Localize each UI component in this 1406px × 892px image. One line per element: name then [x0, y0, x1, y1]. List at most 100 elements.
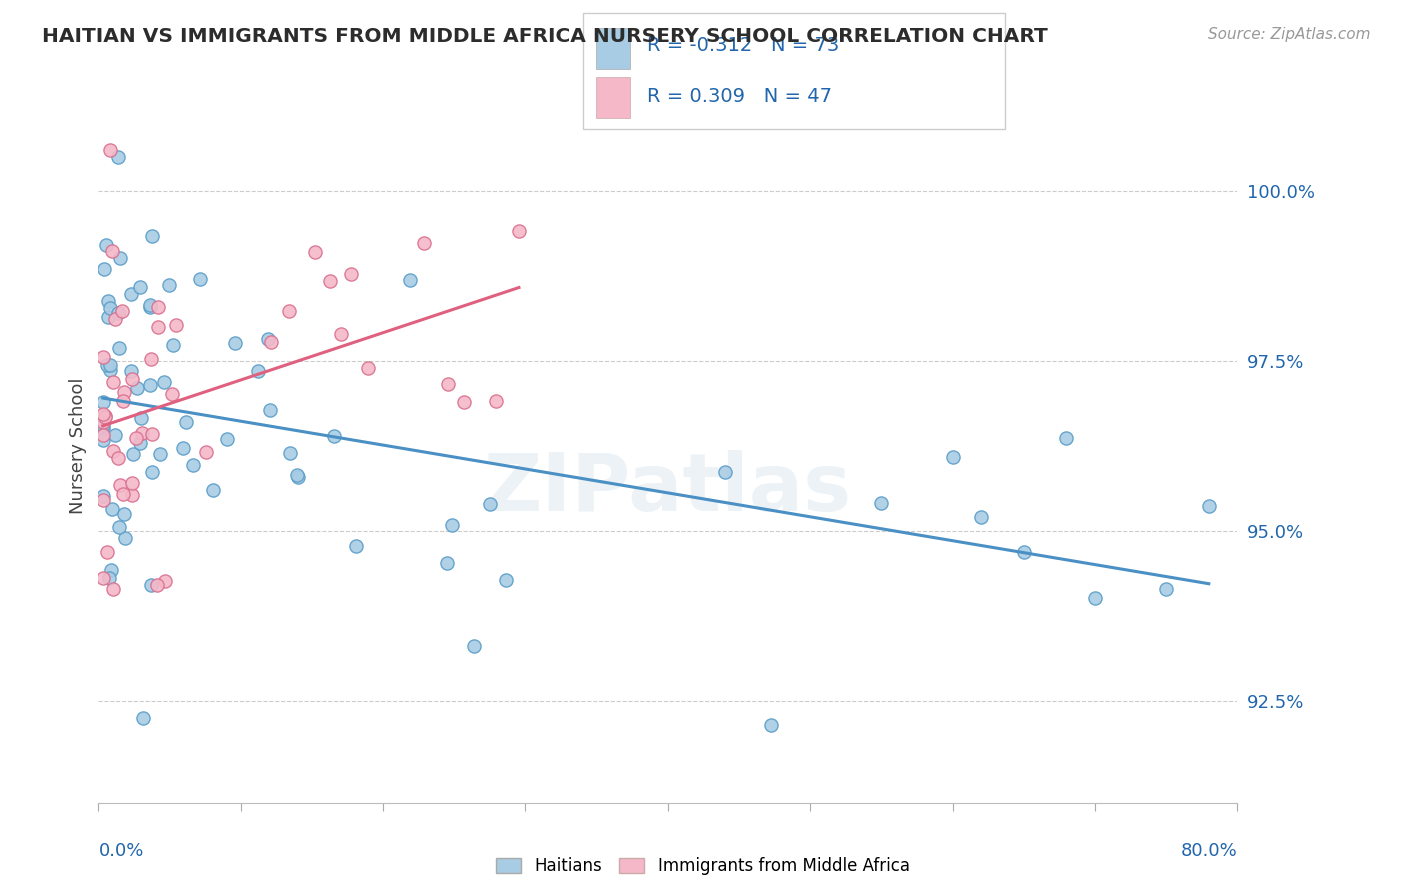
Point: [91, 428, 114, 442]
Point: [1056, 431, 1078, 445]
Point: [98, 572, 121, 586]
Point: [98, 143, 121, 157]
Point: [101, 582, 124, 597]
Text: HAITIAN VS IMMIGRANTS FROM MIDDLE AFRICA NURSERY SCHOOL CORRELATION CHART: HAITIAN VS IMMIGRANTS FROM MIDDLE AFRICA…: [42, 27, 1047, 45]
Point: [714, 465, 737, 479]
Text: R = 0.309   N = 47: R = 0.309 N = 47: [647, 87, 832, 106]
Point: [153, 574, 176, 589]
Text: Source: ZipAtlas.com: Source: ZipAtlas.com: [1208, 27, 1371, 42]
Point: [942, 450, 965, 465]
Point: [129, 410, 152, 425]
Point: [141, 229, 163, 244]
Point: [277, 304, 299, 318]
Point: [114, 531, 136, 545]
Point: [146, 578, 169, 592]
Point: [139, 378, 162, 392]
Y-axis label: Nursery School: Nursery School: [69, 377, 87, 515]
Point: [122, 447, 145, 461]
Point: [94, 409, 117, 424]
Point: [141, 426, 163, 441]
Point: [174, 415, 197, 429]
Point: [121, 488, 143, 502]
Point: [224, 335, 246, 350]
Point: [93, 262, 115, 277]
Point: [259, 402, 281, 417]
Text: R = -0.312   N = 73: R = -0.312 N = 73: [647, 37, 839, 55]
Point: [162, 338, 184, 352]
Point: [101, 502, 124, 516]
Point: [761, 717, 783, 731]
Point: [91, 489, 114, 503]
Point: [91, 492, 114, 507]
Point: [323, 429, 346, 443]
Point: [103, 443, 125, 458]
Point: [108, 251, 131, 265]
Point: [146, 301, 169, 315]
Point: [103, 376, 125, 390]
Point: [120, 287, 142, 301]
Legend: Haitians, Immigrants from Middle Africa: Haitians, Immigrants from Middle Africa: [488, 849, 918, 884]
Point: [108, 341, 131, 355]
Point: [1012, 545, 1035, 559]
Point: [108, 519, 131, 533]
Point: [98, 363, 121, 377]
FancyBboxPatch shape: [596, 29, 630, 69]
Point: [970, 510, 993, 524]
Point: [304, 244, 326, 259]
Point: [188, 272, 211, 286]
Point: [356, 360, 378, 375]
Point: [453, 395, 475, 409]
Point: [398, 273, 420, 287]
Point: [260, 335, 283, 350]
Point: [141, 465, 163, 479]
Point: [330, 326, 353, 341]
Point: [98, 301, 121, 315]
Point: [120, 364, 142, 378]
Point: [201, 483, 224, 498]
Point: [91, 394, 114, 409]
Point: [107, 451, 129, 466]
Point: [194, 445, 217, 459]
Point: [125, 431, 148, 445]
Point: [94, 237, 117, 252]
Point: [91, 421, 114, 435]
Point: [91, 407, 114, 421]
Point: [91, 571, 114, 585]
Point: [463, 639, 485, 653]
Point: [96, 545, 118, 559]
Point: [94, 409, 117, 424]
Point: [97, 293, 120, 308]
FancyBboxPatch shape: [583, 13, 1005, 129]
Point: [100, 563, 122, 577]
Point: [139, 300, 162, 314]
Point: [112, 487, 135, 501]
Point: [148, 319, 170, 334]
Point: [121, 476, 143, 491]
Point: [280, 445, 302, 459]
Text: 0.0%: 0.0%: [98, 842, 143, 860]
Text: ZIPatlas: ZIPatlas: [484, 450, 852, 528]
Point: [153, 375, 176, 389]
Point: [256, 332, 278, 346]
Point: [91, 417, 114, 432]
Point: [127, 381, 149, 395]
Point: [101, 244, 124, 258]
Point: [413, 236, 436, 251]
Point: [508, 223, 530, 237]
Point: [91, 415, 114, 429]
Point: [162, 386, 184, 401]
Point: [437, 376, 460, 391]
Point: [1198, 500, 1220, 514]
Point: [111, 394, 134, 409]
Point: [112, 384, 135, 399]
Point: [121, 372, 143, 386]
Point: [96, 358, 118, 372]
Point: [107, 306, 129, 320]
Point: [139, 352, 162, 367]
Point: [1084, 591, 1107, 605]
Point: [132, 711, 155, 725]
Point: [440, 518, 463, 533]
Point: [139, 578, 162, 592]
Point: [215, 432, 238, 446]
Point: [165, 318, 187, 332]
